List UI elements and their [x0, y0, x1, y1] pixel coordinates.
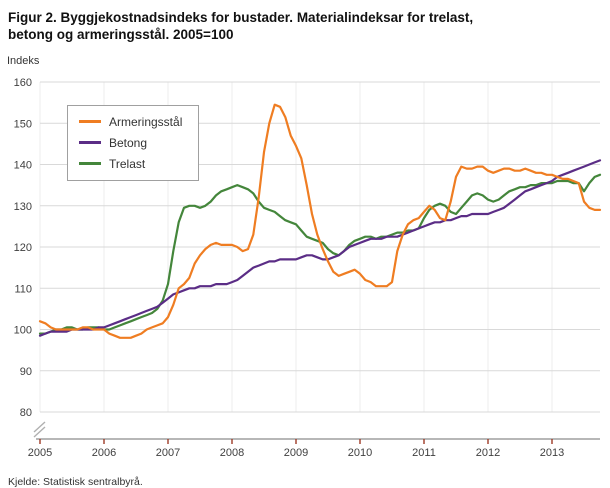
legend-swatch-armeringsstal — [79, 120, 101, 124]
y-tick-label: 100 — [14, 324, 32, 336]
legend-swatch-betong — [79, 141, 101, 145]
y-tick-label: 160 — [14, 77, 32, 89]
x-tick-label: 2007 — [156, 447, 180, 459]
source-note: Kjelde: Statistisk sentralbyrå. — [8, 475, 143, 488]
legend-swatch-trelast — [79, 162, 101, 166]
series-line-betong — [38, 158, 602, 337]
y-tick-label: 120 — [14, 242, 32, 254]
y-axis-unit-label: Indeks — [7, 54, 40, 67]
chart-title-line-1: Figur 2. Byggjekostnadsindeks for bustad… — [8, 10, 474, 25]
legend-item-trelast: Trelast — [79, 157, 182, 171]
chart-title-line-2: betong og armeringsstål. 2005=100 — [8, 27, 234, 43]
axis-break-icon — [33, 421, 46, 433]
y-tick-label: 80 — [20, 407, 32, 419]
x-tick-label: 2005 — [28, 447, 52, 459]
x-tick-label: 2009 — [284, 447, 308, 459]
y-tick-label: 90 — [20, 365, 32, 377]
x-tick-label: 2013 — [540, 447, 564, 459]
legend-label-trelast: Trelast — [109, 156, 146, 171]
legend: Armeringsstål Betong Trelast — [67, 104, 200, 181]
x-tick-label: 2010 — [348, 447, 372, 459]
y-tick-label: 110 — [14, 283, 32, 295]
x-tick-label: 2011 — [412, 447, 436, 459]
axis-break-icon — [33, 426, 46, 438]
legend-label-betong: Betong — [109, 135, 148, 150]
chart-title: Figur 2. Byggjekostnadsindeks for bustad… — [0, 0, 610, 44]
x-tick-label: 2006 — [92, 447, 116, 459]
y-tick-label: 150 — [14, 118, 32, 130]
x-tick-label: 2008 — [220, 447, 244, 459]
legend-label-armeringsstal: Armeringsstål — [109, 114, 183, 129]
legend-item-armeringsstal: Armeringsstål — [79, 115, 182, 129]
legend-item-betong: Betong — [79, 136, 182, 150]
line-chart: 80 90 100 110 120 130 140 150 160 2005 2006 2007 200… — [14, 77, 602, 459]
y-tick-label: 130 — [14, 200, 32, 212]
series-line-armeringsstal — [38, 103, 602, 339]
y-tick-label: 140 — [14, 159, 32, 171]
x-tick-label: 2012 — [476, 447, 500, 459]
chart-area: 80 90 100 110 120 130 140 150 160 2005 2006 2007 200… — [0, 68, 610, 470]
